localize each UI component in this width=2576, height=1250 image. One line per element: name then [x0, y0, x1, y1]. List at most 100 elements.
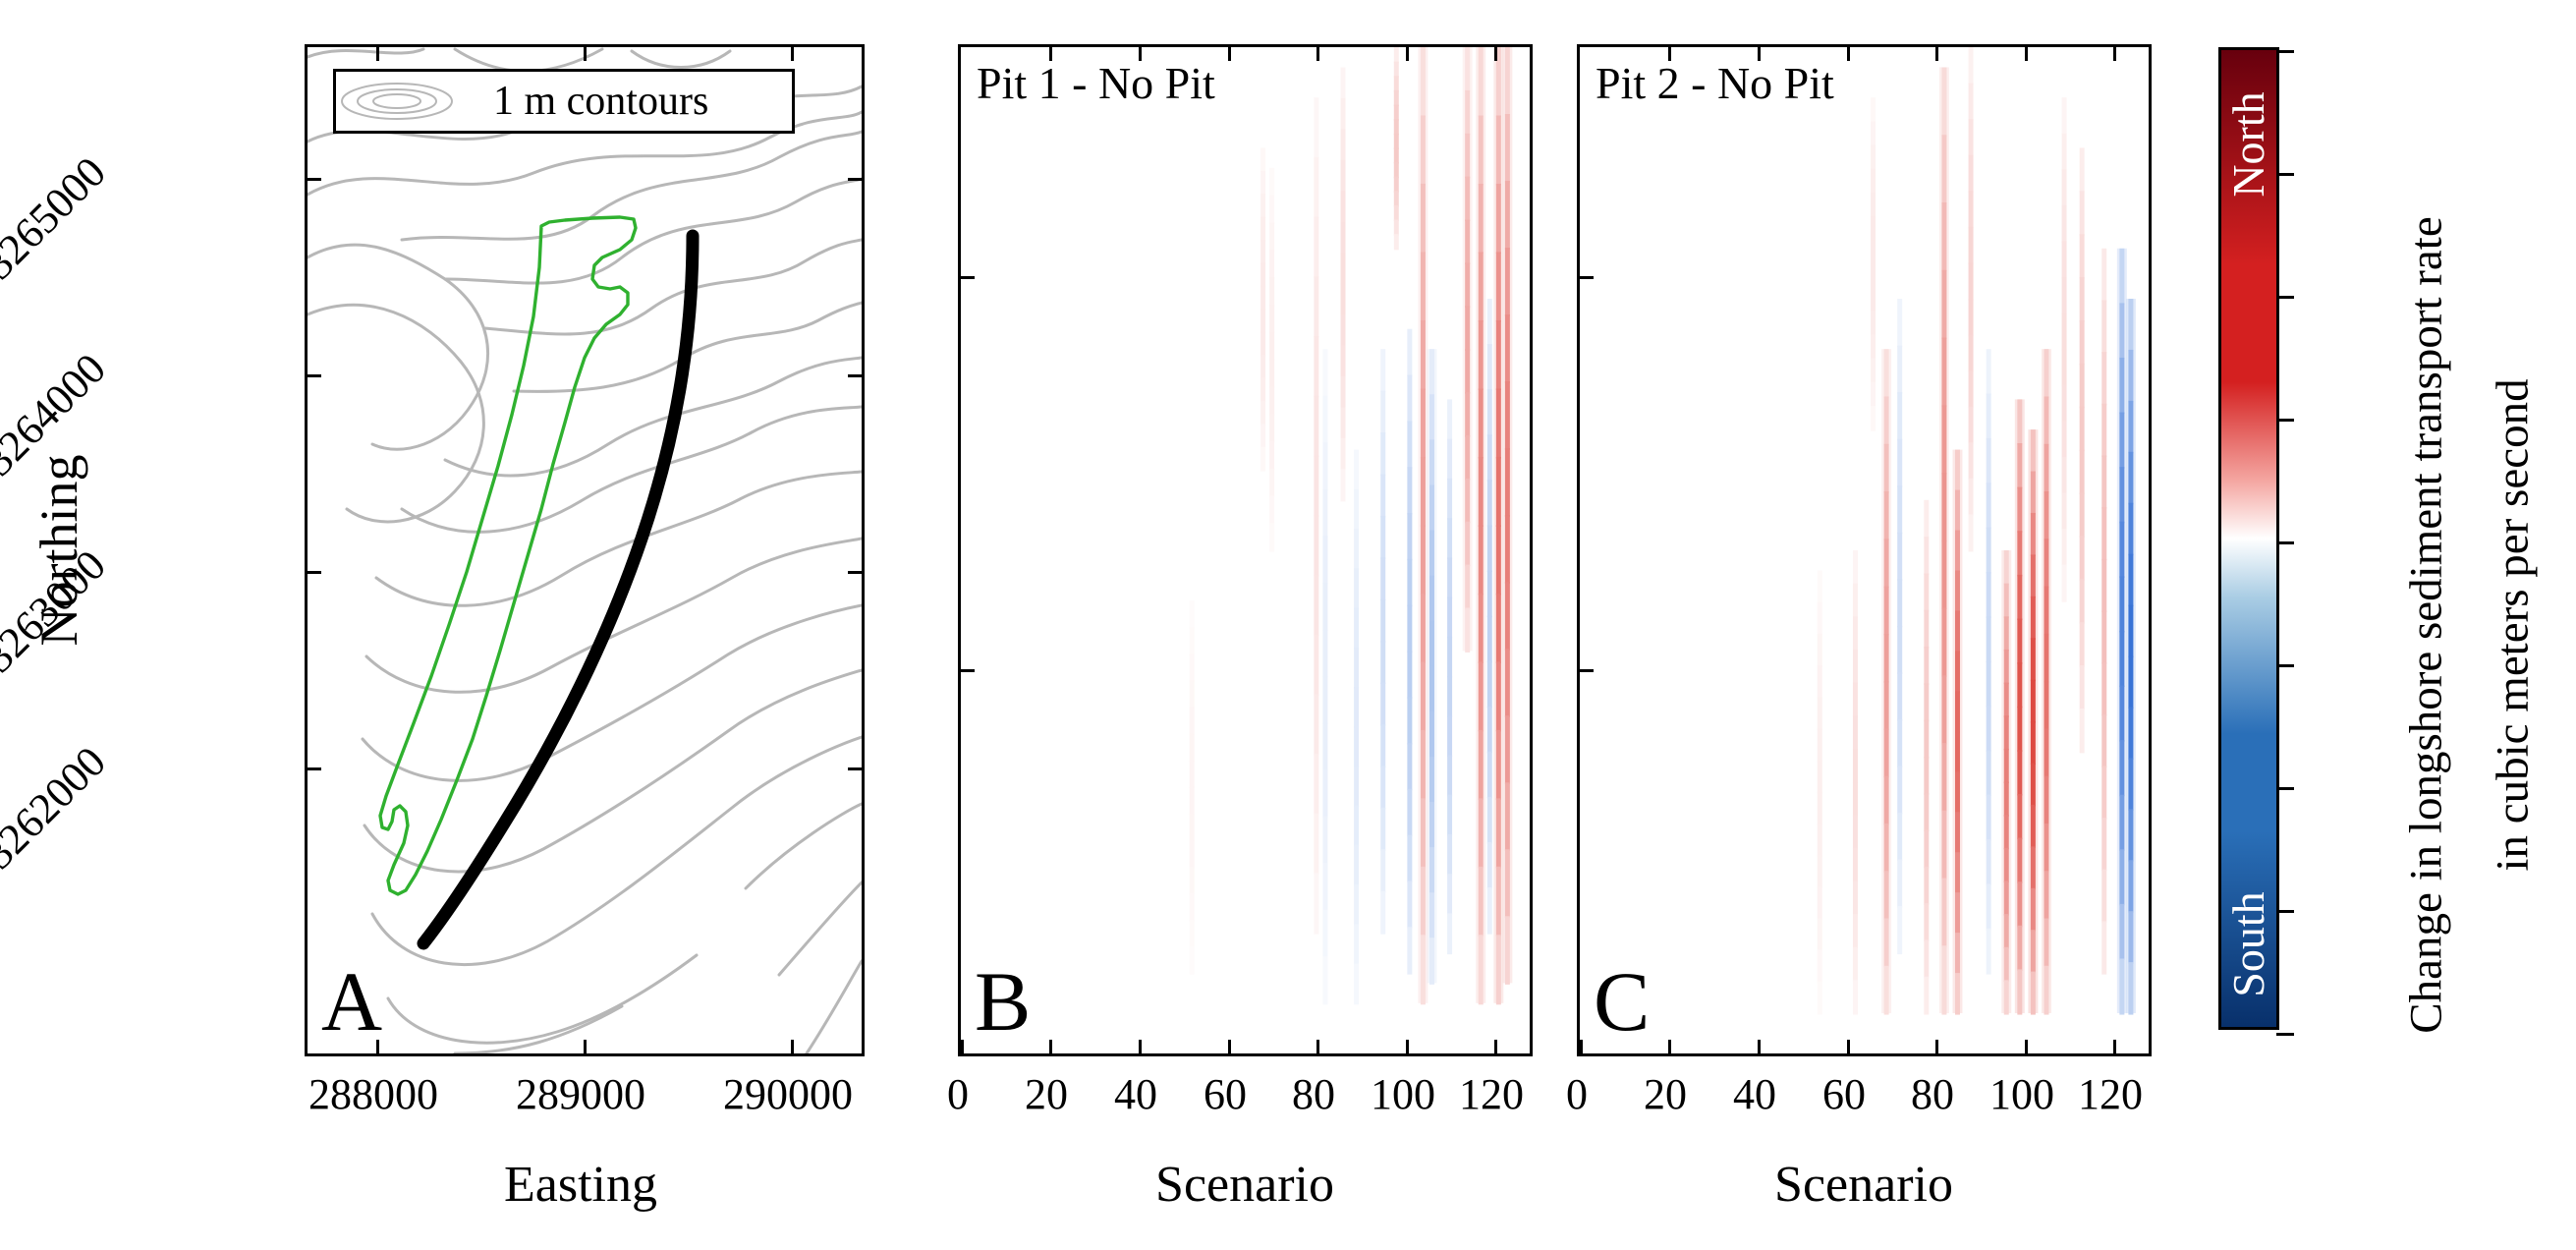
- heatmap-cell: [1924, 976, 1930, 1015]
- panel-a-ytick-1: [308, 374, 321, 377]
- heatmap-cell: [1269, 331, 1275, 361]
- heatmap-cell: [2003, 914, 2009, 949]
- heatmap-cell: [1941, 607, 1947, 677]
- heatmap-cell: [1486, 344, 1492, 391]
- heatmap-cell: [2119, 521, 2125, 578]
- heatmap-cell: [1428, 847, 1434, 894]
- panel-c-xtick-120: [2113, 1040, 2116, 1053]
- heatmap-cell: [1428, 575, 1434, 623]
- heatmap-cell: [1504, 114, 1510, 183]
- heatmap-cell: [2101, 403, 2107, 457]
- heatmap-cell: [2030, 512, 2036, 556]
- heatmap-cell: [1968, 478, 1974, 516]
- panel-a-yaxis-title: Northing: [29, 454, 88, 647]
- heatmap-cell: [2119, 685, 2125, 742]
- heatmap-cell: [1322, 349, 1328, 398]
- heatmap-cell: [1269, 440, 1275, 471]
- heatmap-cell: [1314, 216, 1319, 278]
- heatmap-cell: [1354, 647, 1360, 689]
- heatmap-cell: [2079, 579, 2085, 624]
- heatmap-cell: [1852, 914, 1858, 949]
- heatmap-cell: [1260, 355, 1266, 379]
- contour-legend-box: 1 m contours: [333, 69, 795, 134]
- heatmap-cell: [1428, 349, 1434, 396]
- heatmap-cell: [1322, 816, 1328, 865]
- heatmap-cell: [1986, 705, 1991, 752]
- heatmap-cell: [1495, 388, 1501, 459]
- heatmap-cell: [2119, 357, 2125, 415]
- heatmap-cell: [2030, 804, 2036, 848]
- heatmap-cell: [1924, 683, 1930, 722]
- panel-c-ytick-1: [1580, 669, 1594, 672]
- heatmap-cell: [2128, 860, 2134, 913]
- heatmap-cell: [1354, 449, 1360, 491]
- heatmap-cell: [1322, 536, 1328, 585]
- panel-a-xticklabel-2: 290000: [723, 1070, 853, 1118]
- heatmap-cell: [1955, 852, 1960, 894]
- heatmap-cell: [1897, 766, 1903, 815]
- heatmap-cell: [2017, 750, 2023, 796]
- heatmap-cell: [1817, 728, 1822, 763]
- heatmap-cell: [1314, 873, 1319, 935]
- panel-b-xtick-80: [1316, 1040, 1319, 1053]
- heatmap-cell: [1871, 287, 1876, 312]
- heatmap-cell: [1486, 299, 1492, 346]
- heatmap-cell: [1380, 432, 1386, 477]
- heatmap-cell: [1852, 583, 1858, 618]
- heatmap-cell: [1407, 927, 1413, 975]
- heatmap-cell: [1420, 798, 1426, 869]
- panel-b-xtick-20: [1049, 1040, 1052, 1053]
- heatmap-cell: [1420, 115, 1426, 186]
- heatmap-cell: [1380, 849, 1386, 893]
- heatmap-cell: [2061, 564, 2067, 602]
- heatmap-cell: [1941, 201, 1947, 272]
- heatmap-cell: [2128, 451, 2134, 505]
- heatmap-cell: [1447, 557, 1453, 599]
- heatmap-cell: [1478, 319, 1484, 390]
- heatmap-cell: [2044, 775, 2049, 825]
- heatmap-cell: [1478, 47, 1484, 118]
- heatmap-cell: [1883, 396, 1889, 446]
- heatmap-cell: [1486, 525, 1492, 573]
- heatmap-cell: [1380, 766, 1386, 810]
- heatmap-cell: [1465, 564, 1471, 610]
- heatmap-cell: [1986, 393, 1991, 440]
- heatmap-cell: [1871, 144, 1876, 171]
- heatmap-cell: [1189, 733, 1195, 763]
- heatmap-cell: [1380, 557, 1386, 601]
- heatmap-cell: [1420, 525, 1426, 596]
- heatmap-cell: [2101, 507, 2107, 561]
- heatmap-cell: [1924, 756, 1930, 795]
- panel-b-xticklabel-3: 60: [1204, 1070, 1247, 1118]
- heatmap-cell: [1941, 135, 1947, 204]
- heatmap-cell: [1314, 813, 1319, 875]
- heatmap-cell: [1852, 781, 1858, 817]
- heatmap-cell: [1955, 449, 1960, 492]
- heatmap-cell: [1269, 359, 1275, 388]
- heatmap-cell: [1447, 913, 1453, 955]
- heatmap-cell: [1897, 579, 1903, 628]
- heatmap-cell: [2017, 399, 2023, 445]
- heatmap-cell: [1871, 405, 1876, 431]
- heatmap-cell: [1968, 442, 1974, 481]
- panel-a-map-axes: 1 m contours A: [305, 44, 865, 1056]
- heatmap-cell: [1968, 370, 1974, 409]
- heatmap-cell: [1420, 729, 1426, 800]
- panel-c-letter: C: [1594, 954, 1651, 1049]
- heatmap-cell: [2044, 871, 2049, 921]
- contour-legend-label: 1 m contours: [493, 79, 709, 124]
- heatmap-cell: [1420, 252, 1426, 322]
- panel-c-xticklabel-1: 20: [1644, 1070, 1687, 1118]
- panel-c-xtick-80: [1935, 1040, 1938, 1053]
- heatmap-cell: [1495, 935, 1501, 1005]
- heatmap-cell: [2079, 536, 2085, 581]
- colorbar-tick-0: [2276, 50, 2294, 53]
- heatmap-cell: [1817, 981, 1822, 1015]
- heatmap-cell: [1941, 405, 1947, 475]
- panel-a-xtick-top-2: [791, 47, 794, 61]
- colorbar-axis-title-line1: Change in longshore sediment transport r…: [2400, 216, 2452, 1034]
- heatmap-cell: [1968, 226, 1974, 264]
- heatmap-cell: [1986, 883, 1991, 931]
- heatmap-cell: [1465, 89, 1471, 136]
- heatmap-cell: [1322, 863, 1328, 912]
